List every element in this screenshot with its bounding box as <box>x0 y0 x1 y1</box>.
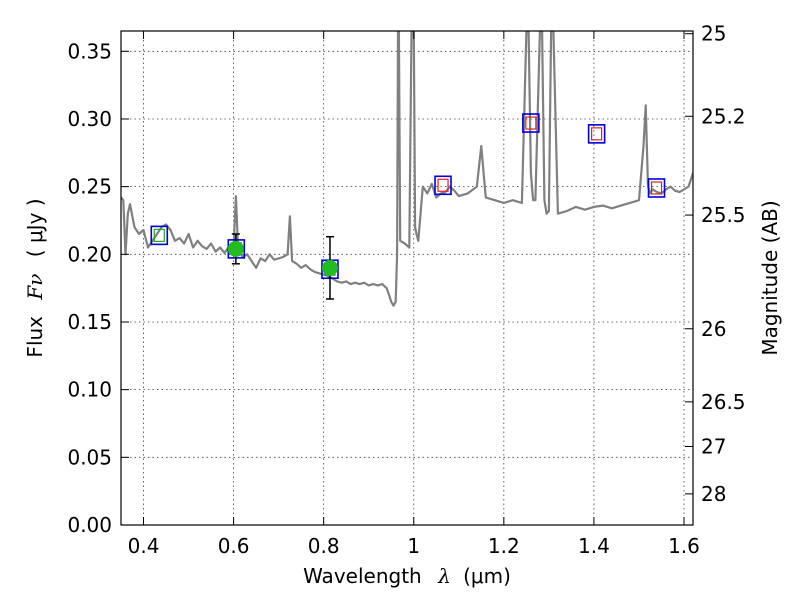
model-box-outer <box>434 175 452 196</box>
model-box-inner <box>591 127 603 141</box>
right-tick-label: 26 <box>701 317 726 341</box>
right-tick-label: 26.5 <box>701 390 746 414</box>
x-tick-label: 0.4 <box>128 534 160 558</box>
x-tick-label: 1 <box>407 534 420 558</box>
y-tick-label: 0.20 <box>67 242 112 266</box>
model-box-inner <box>650 181 663 195</box>
plot-area <box>121 31 693 307</box>
model-box-outer <box>587 124 606 144</box>
y-tick-label: 0.30 <box>67 107 112 131</box>
y-tick-label: 0.15 <box>67 310 112 334</box>
x-tick-label: 1.2 <box>488 534 520 558</box>
y-tick-label: 0.10 <box>67 378 112 402</box>
model-box-inner <box>525 116 537 130</box>
x-axis-title-unit: (μm) <box>463 564 511 588</box>
y-axis-title-text: Flux <box>23 316 47 358</box>
x-axis-title-text: Wavelength <box>303 564 422 588</box>
photometry-markers <box>150 113 666 300</box>
model-box-outer <box>522 113 540 133</box>
y-tick-label: 0.25 <box>67 175 112 199</box>
right-axis-title-text: Magnitude (AB) <box>758 200 782 355</box>
right-tick-label: 28 <box>701 482 726 506</box>
observed-point <box>321 259 338 276</box>
right-tick-label: 25 <box>701 22 726 46</box>
y-axis-title: Flux Fν ( μJy ) <box>23 198 47 357</box>
plot-background <box>121 31 693 525</box>
model-box-inner <box>153 228 165 242</box>
right-axis-title: Magnitude (AB) <box>758 200 782 355</box>
right-tick-label: 27 <box>701 435 726 459</box>
x-tick-label: 0.6 <box>218 534 250 558</box>
x-tick-label: 1.6 <box>668 534 700 558</box>
plot-frame <box>120 30 694 526</box>
y-tick-label: 0.05 <box>67 445 112 469</box>
right-tick-label: 25.5 <box>701 203 746 227</box>
x-axis-title-symbol: λ <box>437 564 451 588</box>
model-box-inner <box>437 178 449 192</box>
x-tick-label: 0.8 <box>308 534 340 558</box>
x-tick-label: 1.4 <box>578 534 610 558</box>
y-axis-title-symbol: Fν <box>23 274 47 301</box>
x-axis-title: Wavelength λ (μm) <box>303 564 511 588</box>
y-tick-label: 0.35 <box>67 39 112 63</box>
y-axis-title-unit: ( μJy ) <box>23 198 47 257</box>
y-tick-label: 0.00 <box>67 513 112 537</box>
model-box-outer <box>647 178 666 198</box>
observed-point <box>227 240 244 257</box>
spectrum-line <box>121 31 693 307</box>
model-box-outer <box>150 225 169 246</box>
ticks: 0.4 0.6 0.8 1 1.2 1.4 1.6 0.00 0.05 0.10 0.15 0.20 0… <box>67 22 745 558</box>
right-tick-label: 25.2 <box>701 104 746 128</box>
